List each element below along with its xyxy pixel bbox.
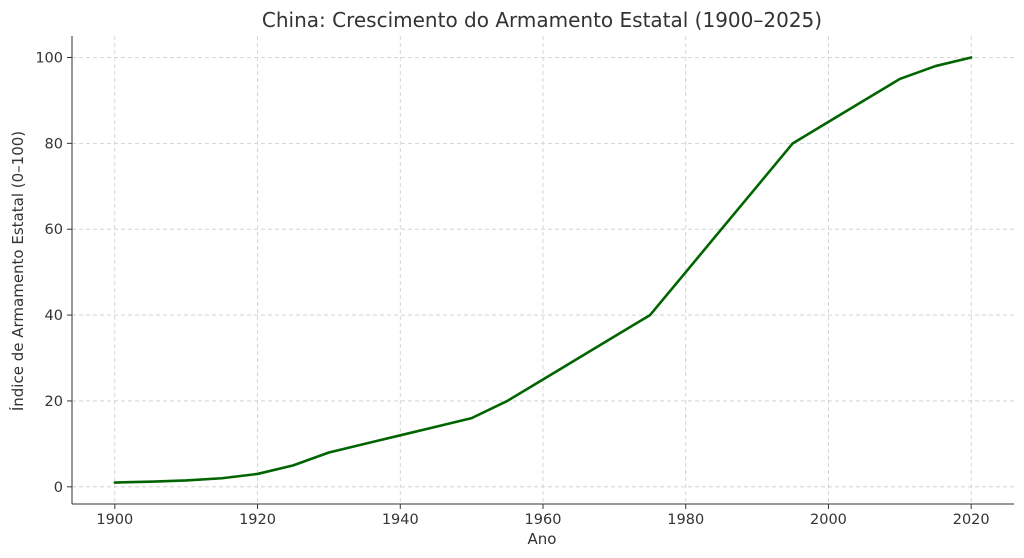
x-tick-label: 1900: [96, 512, 133, 528]
x-tick-label: 1920: [239, 512, 276, 528]
x-axis-label: Ano: [528, 530, 557, 548]
tick-labels: 1900 1920 1940 1960 1980 2000 2020 0 20 40 60 80 100: [35, 50, 989, 528]
series-layer: [113, 56, 973, 484]
y-tick-label: 20: [45, 394, 63, 410]
x-tick-label: 1940: [382, 512, 419, 528]
x-tick-label: 2000: [810, 512, 847, 528]
y-tick-label: 0: [54, 480, 63, 496]
y-tick-label: 80: [45, 136, 63, 152]
gridlines: [72, 36, 1014, 504]
y-axis-label: Índice de Armamento Estatal (0–100): [8, 131, 27, 411]
x-tick-label: 2020: [953, 512, 990, 528]
series-line-0: [113, 56, 973, 484]
x-tick-label: 1980: [667, 512, 704, 528]
y-tick-label: 100: [35, 50, 63, 66]
y-tick-label: 40: [45, 308, 63, 324]
x-tick-label: 1960: [525, 512, 562, 528]
chart-title: China: Crescimento do Armamento Estatal …: [262, 8, 822, 32]
y-tick-label: 60: [45, 222, 63, 238]
